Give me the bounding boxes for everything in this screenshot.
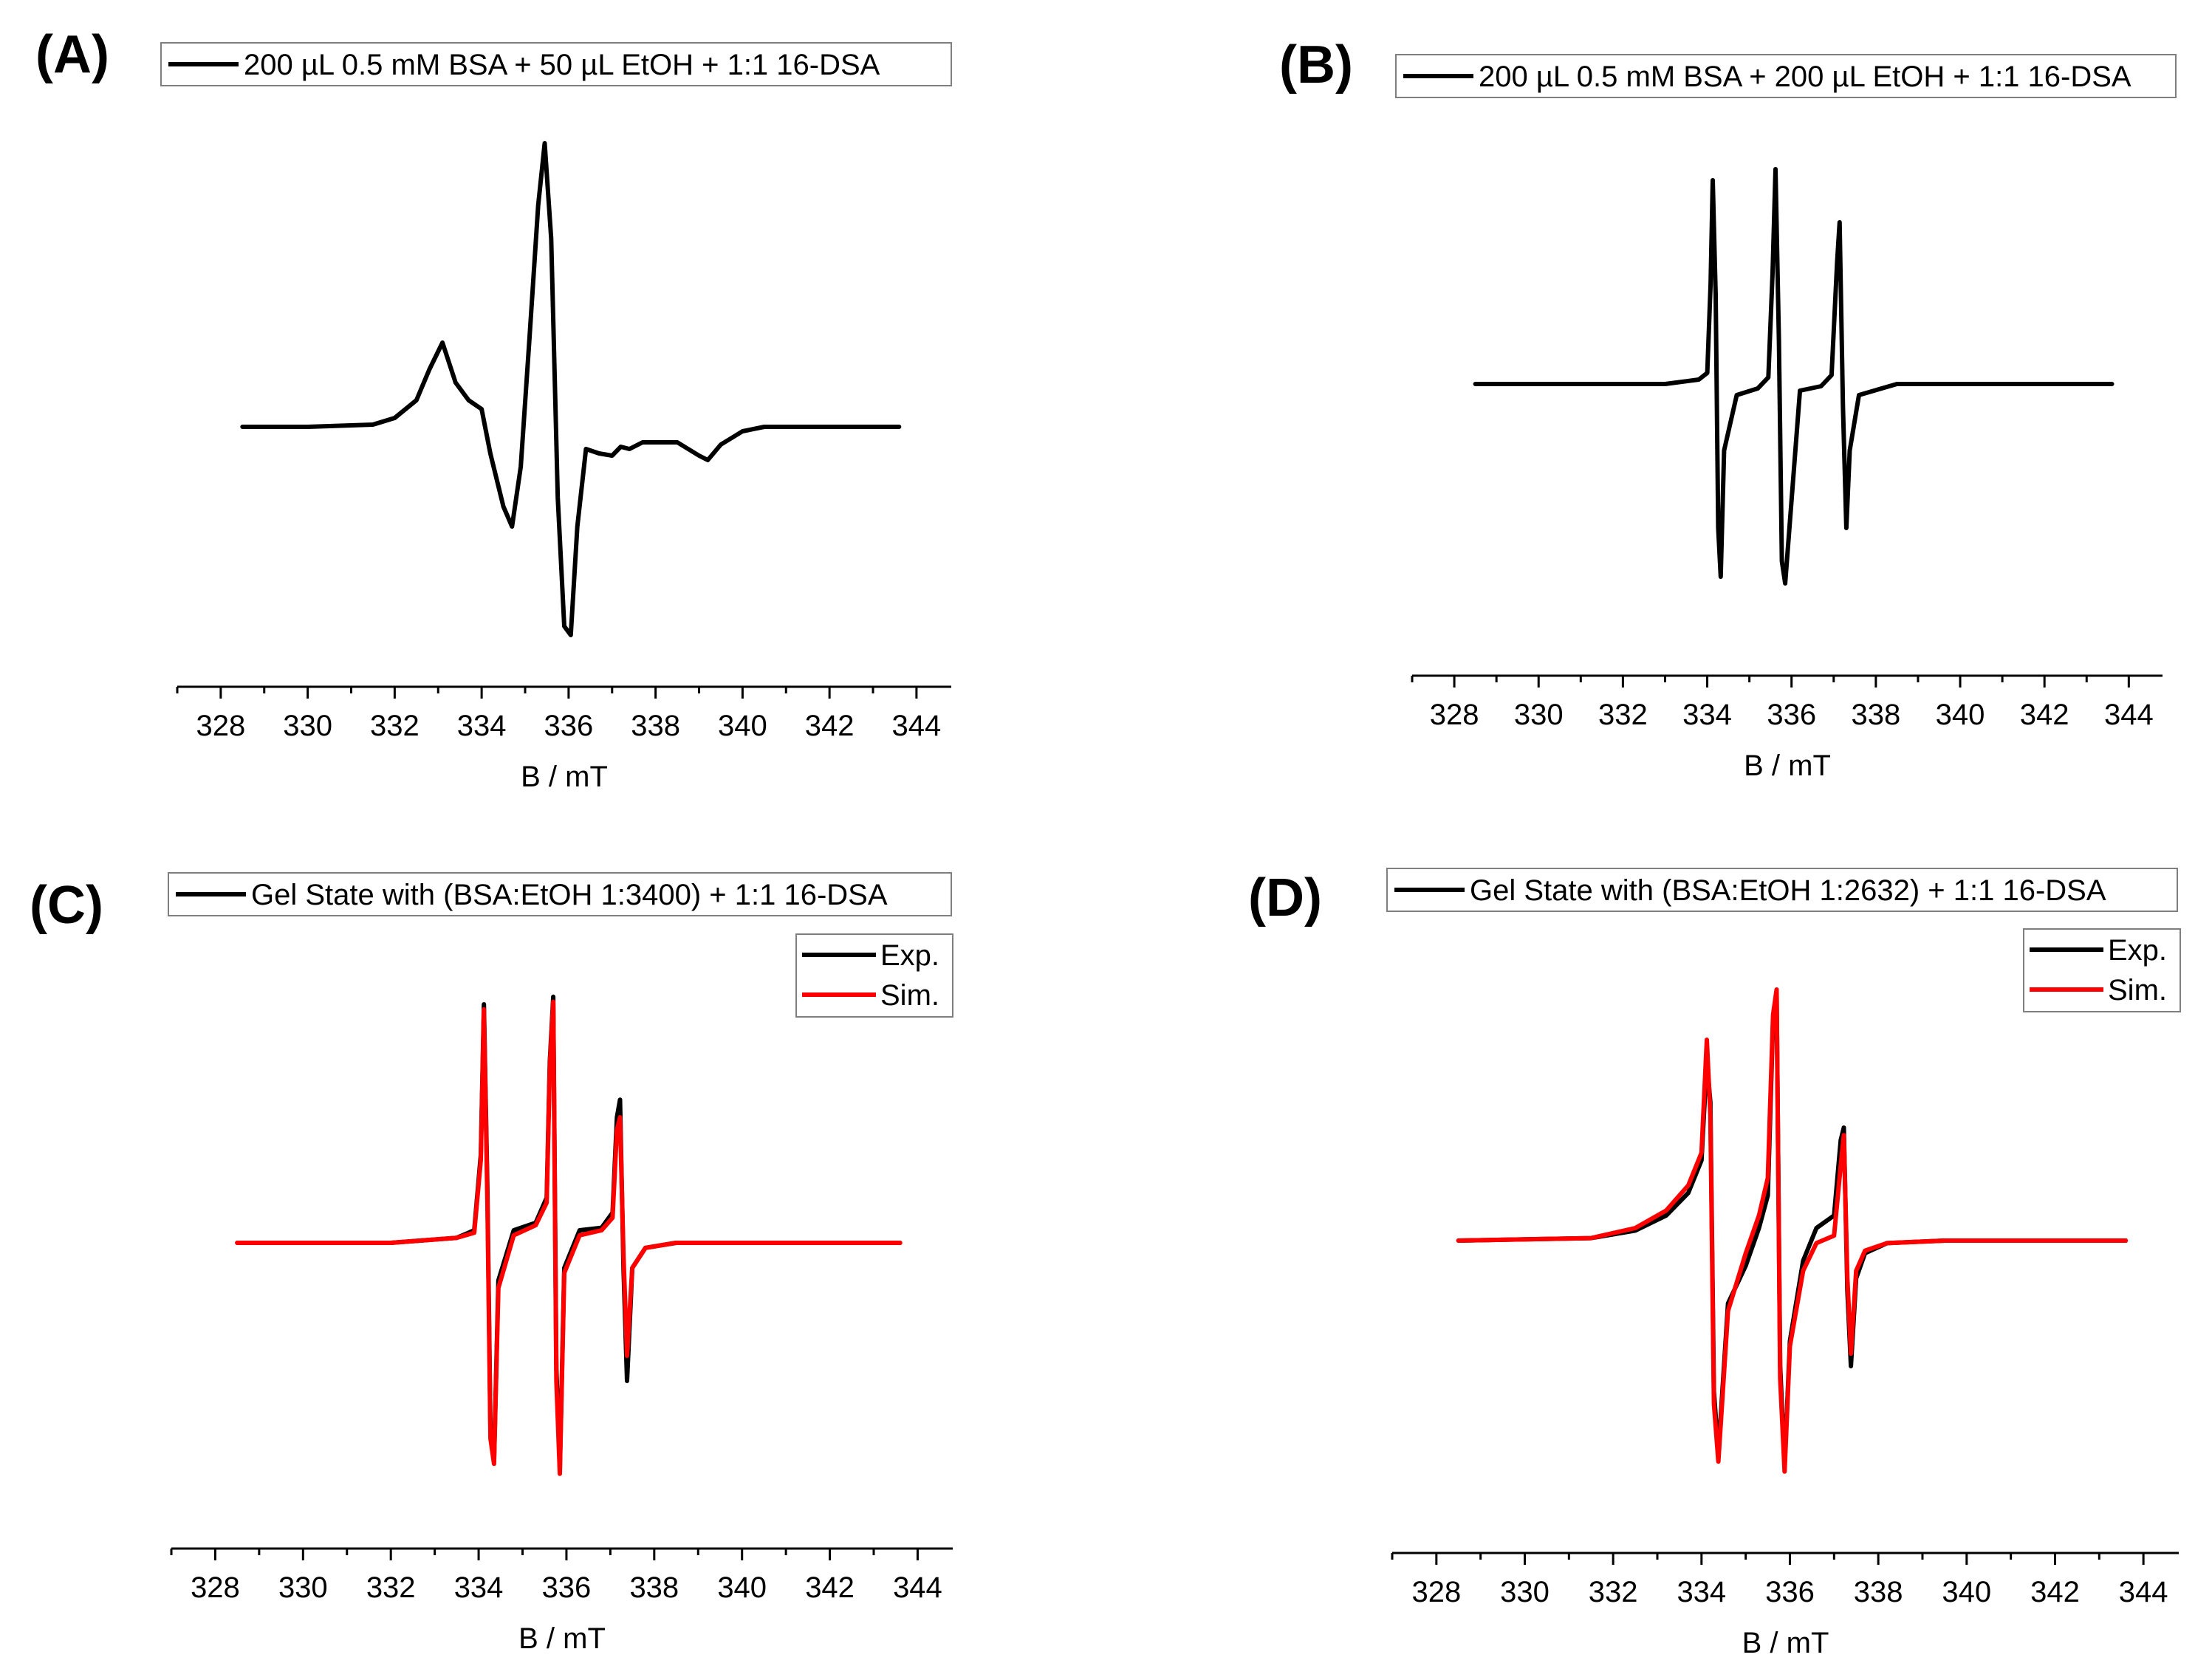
panel-d-series-legend: [2023, 928, 2181, 1012]
panel-c-tick-label-332: 332: [366, 1571, 416, 1604]
panel-b-legend-box: [1395, 54, 2177, 98]
panel-b-tick-label-332: 332: [1598, 699, 1648, 731]
panel-d-tick-label-336: 336: [1765, 1576, 1815, 1608]
panel-c-tick-label-330: 330: [278, 1571, 328, 1604]
panel-b-tick-label-336: 336: [1767, 699, 1816, 731]
panel-d-series-sim-line: [1456, 987, 2129, 1474]
panel-c-tick-label-344: 344: [893, 1571, 942, 1604]
panel-d-tick-label-332: 332: [1589, 1576, 1638, 1608]
panel-c-series-legend-label-1: Sim.: [880, 979, 939, 1012]
panel-b-legend-label: 200 µL 0.5 mM BSA + 200 µL EtOH + 1:1 16…: [1479, 61, 2131, 93]
panel-d-series-exp-line: [1456, 992, 2129, 1469]
panel-d-tick-label-340: 340: [1942, 1576, 1991, 1608]
panel-d-tick-label-328: 328: [1411, 1576, 1461, 1608]
panel-c-x-axis-title: B / mT: [518, 1622, 606, 1655]
panel-d-tick-label-338: 338: [1854, 1576, 1903, 1608]
panel-c-tick-label-338: 338: [629, 1571, 679, 1604]
panel-b-series-exp-line: [1473, 167, 2115, 586]
panel-b-tick-label-342: 342: [2020, 699, 2069, 731]
panel-d-tick-label-330: 330: [1500, 1576, 1550, 1608]
panel-b-tick-label-344: 344: [2104, 699, 2154, 731]
panel-a-tick-label-330: 330: [283, 710, 332, 742]
panel-c-series-sim-line: [235, 999, 903, 1476]
panel-d-tick-label-334: 334: [1677, 1576, 1726, 1608]
panel-b-tick-label-338: 338: [1851, 699, 1900, 731]
panel-b-tick-label-330: 330: [1514, 699, 1564, 731]
panel-a-tick-label-340: 340: [718, 710, 767, 742]
panel-a-letter: (A): [35, 25, 109, 84]
panel-d-tick-label-344: 344: [2119, 1576, 2168, 1608]
panel-d-tick-label-342: 342: [2030, 1576, 2080, 1608]
panel-c-series-exp-line: [235, 994, 903, 1471]
panel-c-tick-label-336: 336: [542, 1571, 592, 1604]
panel-b-tick-label-334: 334: [1682, 699, 1732, 731]
panel-c-series-legend: [795, 933, 953, 1018]
panel-d-series-legend-label-0: Exp.: [2108, 934, 2167, 967]
panel-a-tick-label-342: 342: [805, 710, 855, 742]
panel-c-tick-label-340: 340: [717, 1571, 767, 1604]
panel-a-x-axis-title: B / mT: [521, 761, 608, 793]
panel-c-series-legend-label-0: Exp.: [880, 939, 939, 972]
panel-d-legend-label: Gel State with (BSA:EtOH 1:2632) + 1:1 1…: [1470, 874, 2106, 907]
panel-a-tick-label-344: 344: [892, 710, 942, 742]
panel-a-legend-box: [160, 42, 952, 86]
panel-a-tick-label-334: 334: [457, 710, 507, 742]
panel-a-tick-label-328: 328: [196, 710, 246, 742]
panel-b-letter: (B): [1279, 35, 1353, 95]
panel-c-letter: (C): [30, 876, 103, 935]
panel-d-letter: (D): [1248, 868, 1322, 928]
panel-c-legend-label: Gel State with (BSA:EtOH 1:3400) + 1:1 1…: [251, 879, 888, 911]
panel-b-x-axis-title: B / mT: [1744, 750, 1831, 782]
panel-a-series-exp-line: [240, 141, 902, 637]
panel-b-tick-label-328: 328: [1430, 699, 1479, 731]
panel-d-series-legend-label-1: Sim.: [2108, 974, 2167, 1007]
panel-c-tick-label-328: 328: [191, 1571, 240, 1604]
panel-d-legend-box: [1386, 868, 2178, 912]
panel-b-tick-label-340: 340: [1936, 699, 1985, 731]
panel-d-x-axis-title: B / mT: [1742, 1627, 1829, 1659]
panel-a-legend-label: 200 µL 0.5 mM BSA + 50 µL EtOH + 1:1 16-…: [244, 49, 880, 81]
panel-c-tick-label-342: 342: [805, 1571, 855, 1604]
panel-c-legend-box: [168, 872, 952, 916]
panel-a-tick-label-338: 338: [631, 710, 680, 742]
panel-a-tick-label-332: 332: [370, 710, 420, 742]
panel-a-tick-label-336: 336: [544, 710, 594, 742]
panel-c-tick-label-334: 334: [454, 1571, 504, 1604]
